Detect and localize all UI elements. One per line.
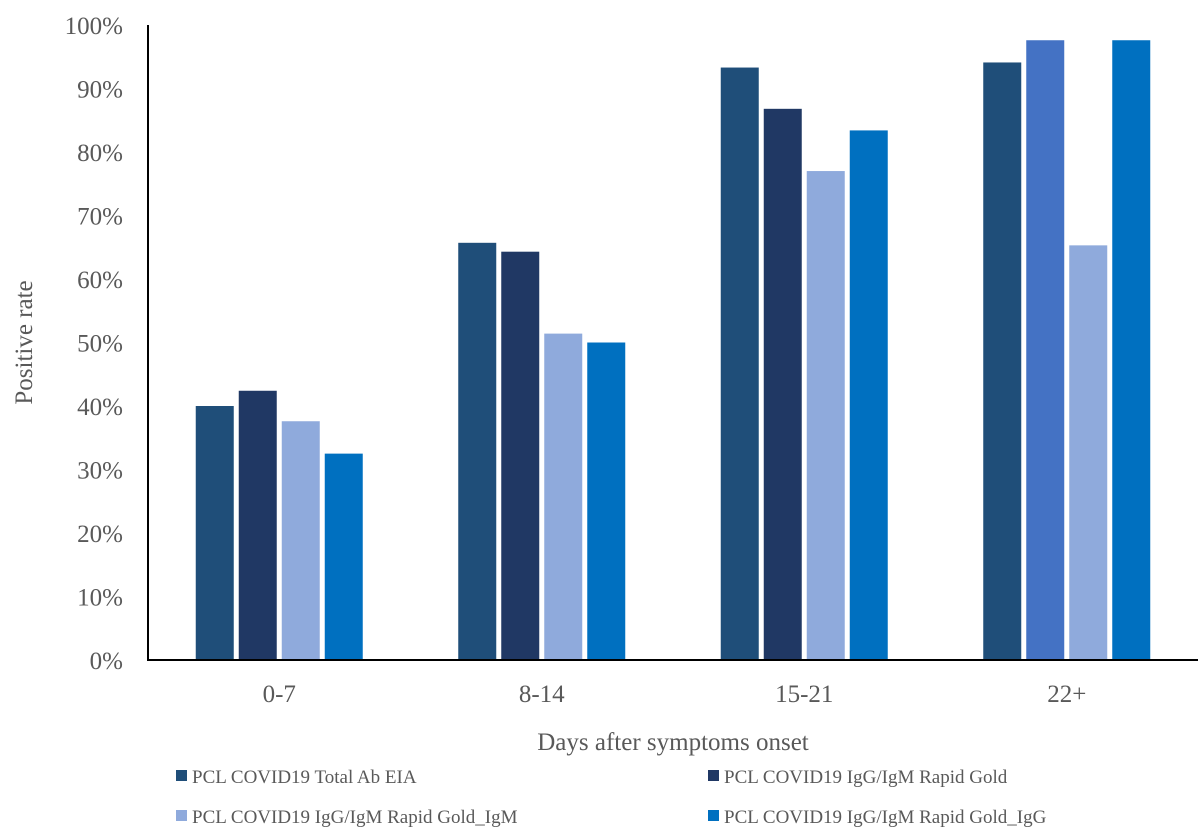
y-tick-label: 30% bbox=[77, 458, 123, 485]
y-tick-label: 40% bbox=[77, 394, 123, 421]
y-tick-label: 0% bbox=[90, 648, 123, 675]
bar bbox=[1069, 245, 1108, 660]
legend: PCL COVID19 Total Ab EIA PCL COVID19 IgG/… bbox=[176, 767, 1047, 828]
x-tick-label: 22+ bbox=[1047, 681, 1086, 708]
bar bbox=[806, 171, 845, 661]
x-tick-labels: 0-7 8-14 15-21 22+ bbox=[263, 681, 1087, 708]
bar bbox=[983, 62, 1022, 660]
bar bbox=[587, 342, 626, 660]
y-tick-label: 10% bbox=[77, 585, 123, 612]
legend-swatch bbox=[176, 810, 187, 821]
y-tick-label: 100% bbox=[65, 13, 123, 40]
y-tick-label: 80% bbox=[77, 140, 123, 167]
bar bbox=[458, 242, 497, 660]
bar bbox=[501, 251, 540, 660]
bar bbox=[324, 453, 363, 660]
y-tick-labels: 0% 10% 20% 30% 40% 50% 60% 70% 80% 90% 100% bbox=[65, 13, 123, 675]
x-tick-label: 0-7 bbox=[263, 681, 296, 708]
legend-label: PCL COVID19 IgG/IgM Rapid Gold bbox=[724, 767, 1008, 788]
x-axis-title: Days after symptoms onset bbox=[537, 729, 809, 756]
x-tick-label: 15-21 bbox=[775, 681, 833, 708]
y-tick-label: 20% bbox=[77, 521, 123, 548]
legend-label: PCL COVID19 IgG/IgM Rapid Gold_IgM bbox=[192, 807, 518, 828]
legend-swatch bbox=[176, 770, 187, 781]
legend-swatch bbox=[708, 810, 719, 821]
bar bbox=[849, 130, 888, 660]
bar bbox=[720, 67, 759, 661]
bar bbox=[1112, 40, 1151, 661]
bar bbox=[1026, 40, 1065, 661]
bar bbox=[763, 108, 802, 660]
x-tick-label: 8-14 bbox=[519, 681, 565, 708]
y-tick-label: 90% bbox=[77, 77, 123, 104]
bars-layer bbox=[195, 40, 1151, 661]
y-tick-label: 60% bbox=[77, 267, 123, 294]
y-axis-title: Positive rate bbox=[11, 280, 38, 404]
legend-label: PCL COVID19 Total Ab EIA bbox=[192, 767, 417, 788]
legend-label: PCL COVID19 IgG/IgM Rapid Gold_IgG bbox=[724, 807, 1047, 828]
bar bbox=[238, 390, 277, 660]
bar bbox=[544, 333, 583, 660]
legend-swatch bbox=[708, 770, 719, 781]
y-tick-label: 70% bbox=[77, 204, 123, 231]
y-tick-label: 50% bbox=[77, 331, 123, 358]
bar bbox=[195, 406, 234, 660]
bar bbox=[281, 421, 320, 660]
